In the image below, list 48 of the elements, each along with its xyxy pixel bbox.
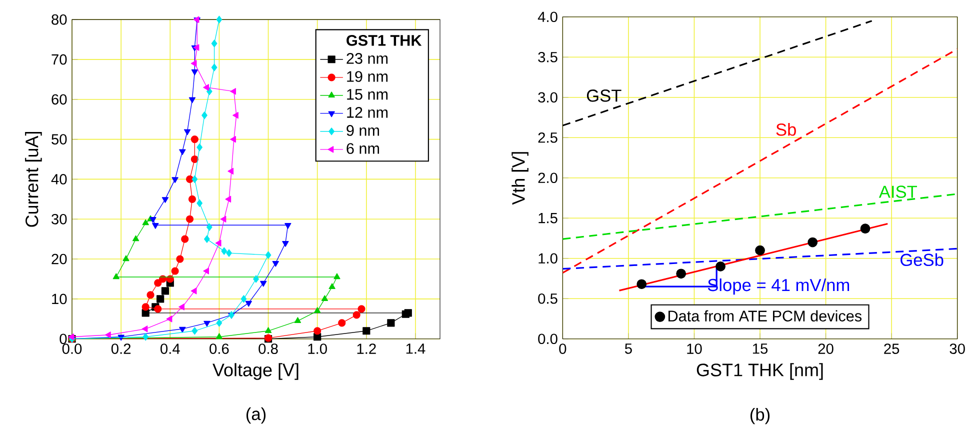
x-axis-title: Voltage [V] xyxy=(212,363,298,380)
y-tick-label: 0.5 xyxy=(538,293,558,304)
y-tick-label: 1.0 xyxy=(538,253,558,264)
y-tick-label: 3.0 xyxy=(538,92,558,103)
x-tick-label: 0.4 xyxy=(160,344,180,354)
x-tick-label: 1.2 xyxy=(357,344,376,354)
series-label: Sb xyxy=(776,123,796,136)
legend-label: 19 nm xyxy=(347,71,388,82)
legend-label: 9 nm xyxy=(346,125,379,136)
y-tick-label: 0.0 xyxy=(538,334,558,344)
x-tick-label: 10 xyxy=(687,344,702,354)
x-tick-label: 1.4 xyxy=(406,344,426,354)
x-tick-label: 0.0 xyxy=(62,344,82,354)
y-tick-label: 50 xyxy=(52,134,67,144)
x-tick-label: 0.2 xyxy=(111,344,131,354)
x-tick-label: 1.0 xyxy=(308,344,327,354)
x-tick-label: 25 xyxy=(884,344,900,354)
x-axis-title: GST1 THK [nm] xyxy=(696,363,823,380)
y-tick-label: 3.5 xyxy=(538,52,558,62)
y-tick-label: 1.5 xyxy=(538,213,558,224)
x-tick-label: 0 xyxy=(559,344,566,354)
y-axis-title: Vth [V] xyxy=(512,152,528,205)
y-tick-label: 70 xyxy=(52,54,67,65)
y-tick-label: 30 xyxy=(52,214,67,224)
y-tick-label: 10 xyxy=(52,294,67,304)
x-tick-label: 0.8 xyxy=(258,344,278,354)
y-tick-label: 20 xyxy=(52,254,67,264)
legend-label: 6 nm xyxy=(346,143,379,154)
y-axis-title: Current [uA] xyxy=(25,132,42,227)
legend-label: 23 nm xyxy=(346,53,388,64)
x-tick-label: 30 xyxy=(950,344,965,354)
legend-label: Data from ATE PCM devices xyxy=(668,310,862,322)
y-tick-label: 60 xyxy=(52,94,67,105)
y-tick-label: 40 xyxy=(51,174,67,184)
y-tick-label: 4.0 xyxy=(538,12,558,22)
x-tick-label: 5 xyxy=(624,344,632,354)
text: (b) xyxy=(750,408,770,424)
y-tick-label: 0 xyxy=(60,334,67,344)
y-tick-label: 80 xyxy=(52,14,67,25)
y-tick-label: 2.5 xyxy=(538,132,558,143)
x-tick-label: 0.6 xyxy=(210,344,229,354)
text: (a) xyxy=(246,407,266,424)
x-tick-label: 15 xyxy=(752,344,768,354)
legend-label: 15 nm xyxy=(347,89,388,100)
x-tick-label: 20 xyxy=(818,344,834,354)
legend-label: 12 nm xyxy=(347,106,388,118)
y-tick-label: 2.0 xyxy=(538,172,558,184)
legend-title: GST1 THK xyxy=(346,34,422,46)
